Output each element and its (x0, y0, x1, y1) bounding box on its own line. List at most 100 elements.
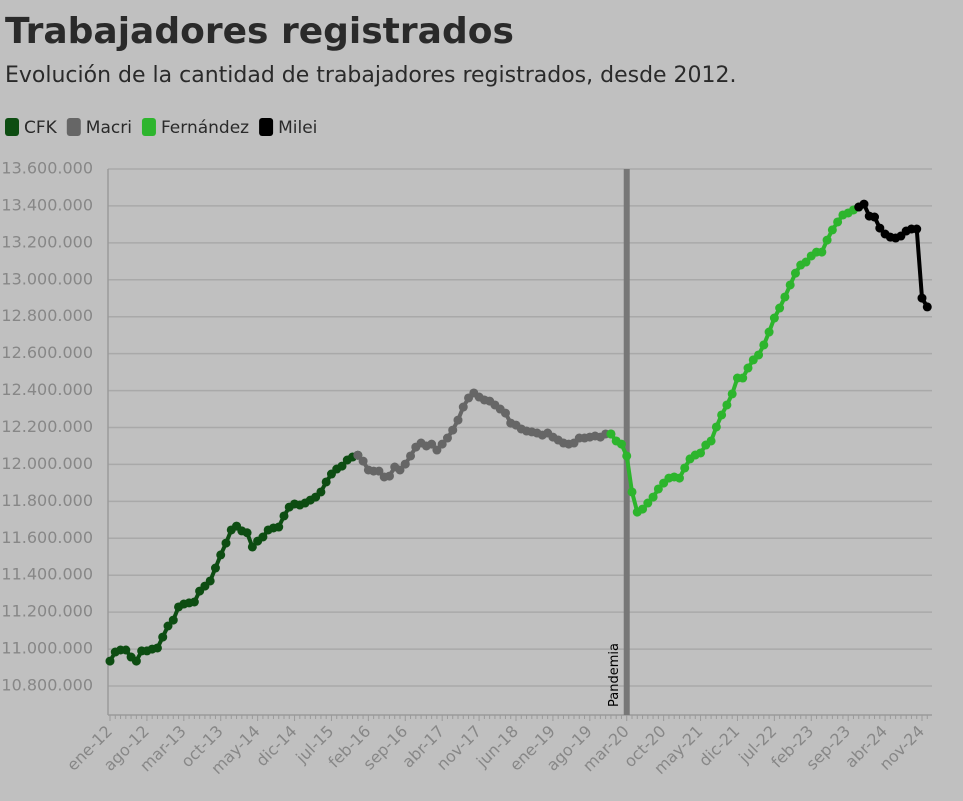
point (827, 225, 837, 235)
y-tick-label: 12.800.000 (1, 306, 93, 325)
point (168, 615, 178, 625)
point (221, 538, 231, 548)
point (801, 257, 811, 267)
point (727, 389, 737, 399)
point (648, 492, 658, 502)
point (242, 528, 252, 538)
y-tick-label: 11.800.000 (1, 491, 93, 510)
point (917, 293, 927, 303)
point (384, 471, 394, 481)
point (606, 429, 616, 439)
point (764, 327, 774, 337)
point (152, 643, 162, 653)
legend-swatch (5, 118, 19, 136)
point (922, 302, 932, 312)
point (743, 363, 753, 373)
point (432, 445, 442, 455)
point (769, 313, 779, 323)
series (606, 202, 864, 517)
y-tick-label: 10.800.000 (1, 676, 93, 695)
point (448, 425, 458, 435)
point (337, 461, 347, 471)
legend-label: Milei (278, 118, 317, 138)
point (274, 522, 284, 532)
point (105, 656, 115, 666)
point (316, 487, 326, 497)
point (622, 451, 632, 461)
y-tick-label: 12.000.000 (1, 454, 93, 473)
legend-label: Macri (86, 118, 132, 138)
y-tick-label: 13.200.000 (1, 232, 93, 251)
y-tick-label: 13.400.000 (1, 195, 93, 214)
legend-swatch (66, 118, 81, 136)
point (216, 550, 226, 560)
point (163, 621, 173, 631)
point (210, 563, 220, 573)
point (912, 224, 922, 234)
point (790, 268, 800, 278)
point (353, 450, 363, 460)
point (400, 459, 410, 469)
point (279, 511, 289, 521)
point (616, 439, 626, 449)
point (427, 439, 437, 449)
point (395, 465, 405, 475)
point (738, 373, 748, 383)
legend-swatch (259, 118, 274, 136)
point (627, 487, 637, 497)
point (205, 576, 215, 586)
point (759, 340, 769, 350)
series (105, 450, 363, 666)
y-tick-label: 12.400.000 (1, 380, 93, 399)
point (722, 400, 732, 410)
point (653, 484, 663, 494)
point (674, 473, 684, 483)
y-tick-label: 11.000.000 (1, 639, 93, 658)
y-tick-label: 11.400.000 (1, 565, 93, 584)
point (775, 303, 785, 313)
point (321, 477, 331, 487)
point (638, 504, 648, 514)
point (859, 199, 869, 209)
point (680, 463, 690, 473)
point (258, 532, 268, 542)
point (189, 597, 199, 607)
point (437, 439, 447, 449)
annotation-label: Pandemia (607, 643, 622, 707)
series (854, 199, 932, 312)
legend-swatch (141, 118, 156, 136)
legend-label: Fernández (161, 118, 249, 138)
point (780, 292, 790, 302)
point (453, 415, 463, 425)
y-tick-label: 11.600.000 (1, 528, 93, 547)
point (121, 645, 131, 655)
chart-subtitle: Evolución de la cantidad de trabajadores… (5, 63, 737, 88)
point (406, 451, 416, 461)
point (706, 436, 716, 446)
y-tick-label: 12.200.000 (1, 417, 93, 436)
point (785, 280, 795, 290)
point (870, 212, 880, 222)
y-tick-label: 13.000.000 (1, 269, 93, 288)
point (131, 656, 141, 666)
point (374, 466, 384, 476)
point (711, 422, 721, 432)
y-tick-label: 12.600.000 (1, 343, 93, 362)
point (817, 247, 827, 257)
series (353, 388, 616, 482)
point (875, 223, 885, 233)
chart-title: Trabajadores registrados (5, 11, 514, 52)
point (833, 217, 843, 227)
point (158, 632, 168, 642)
point (754, 350, 764, 360)
point (500, 408, 510, 418)
point (358, 456, 368, 466)
y-tick-label: 11.200.000 (1, 602, 93, 621)
point (643, 498, 653, 508)
legend-label: CFK (24, 118, 58, 138)
point (442, 433, 452, 443)
y-tick-label: 13.600.000 (1, 159, 93, 178)
point (458, 402, 468, 412)
